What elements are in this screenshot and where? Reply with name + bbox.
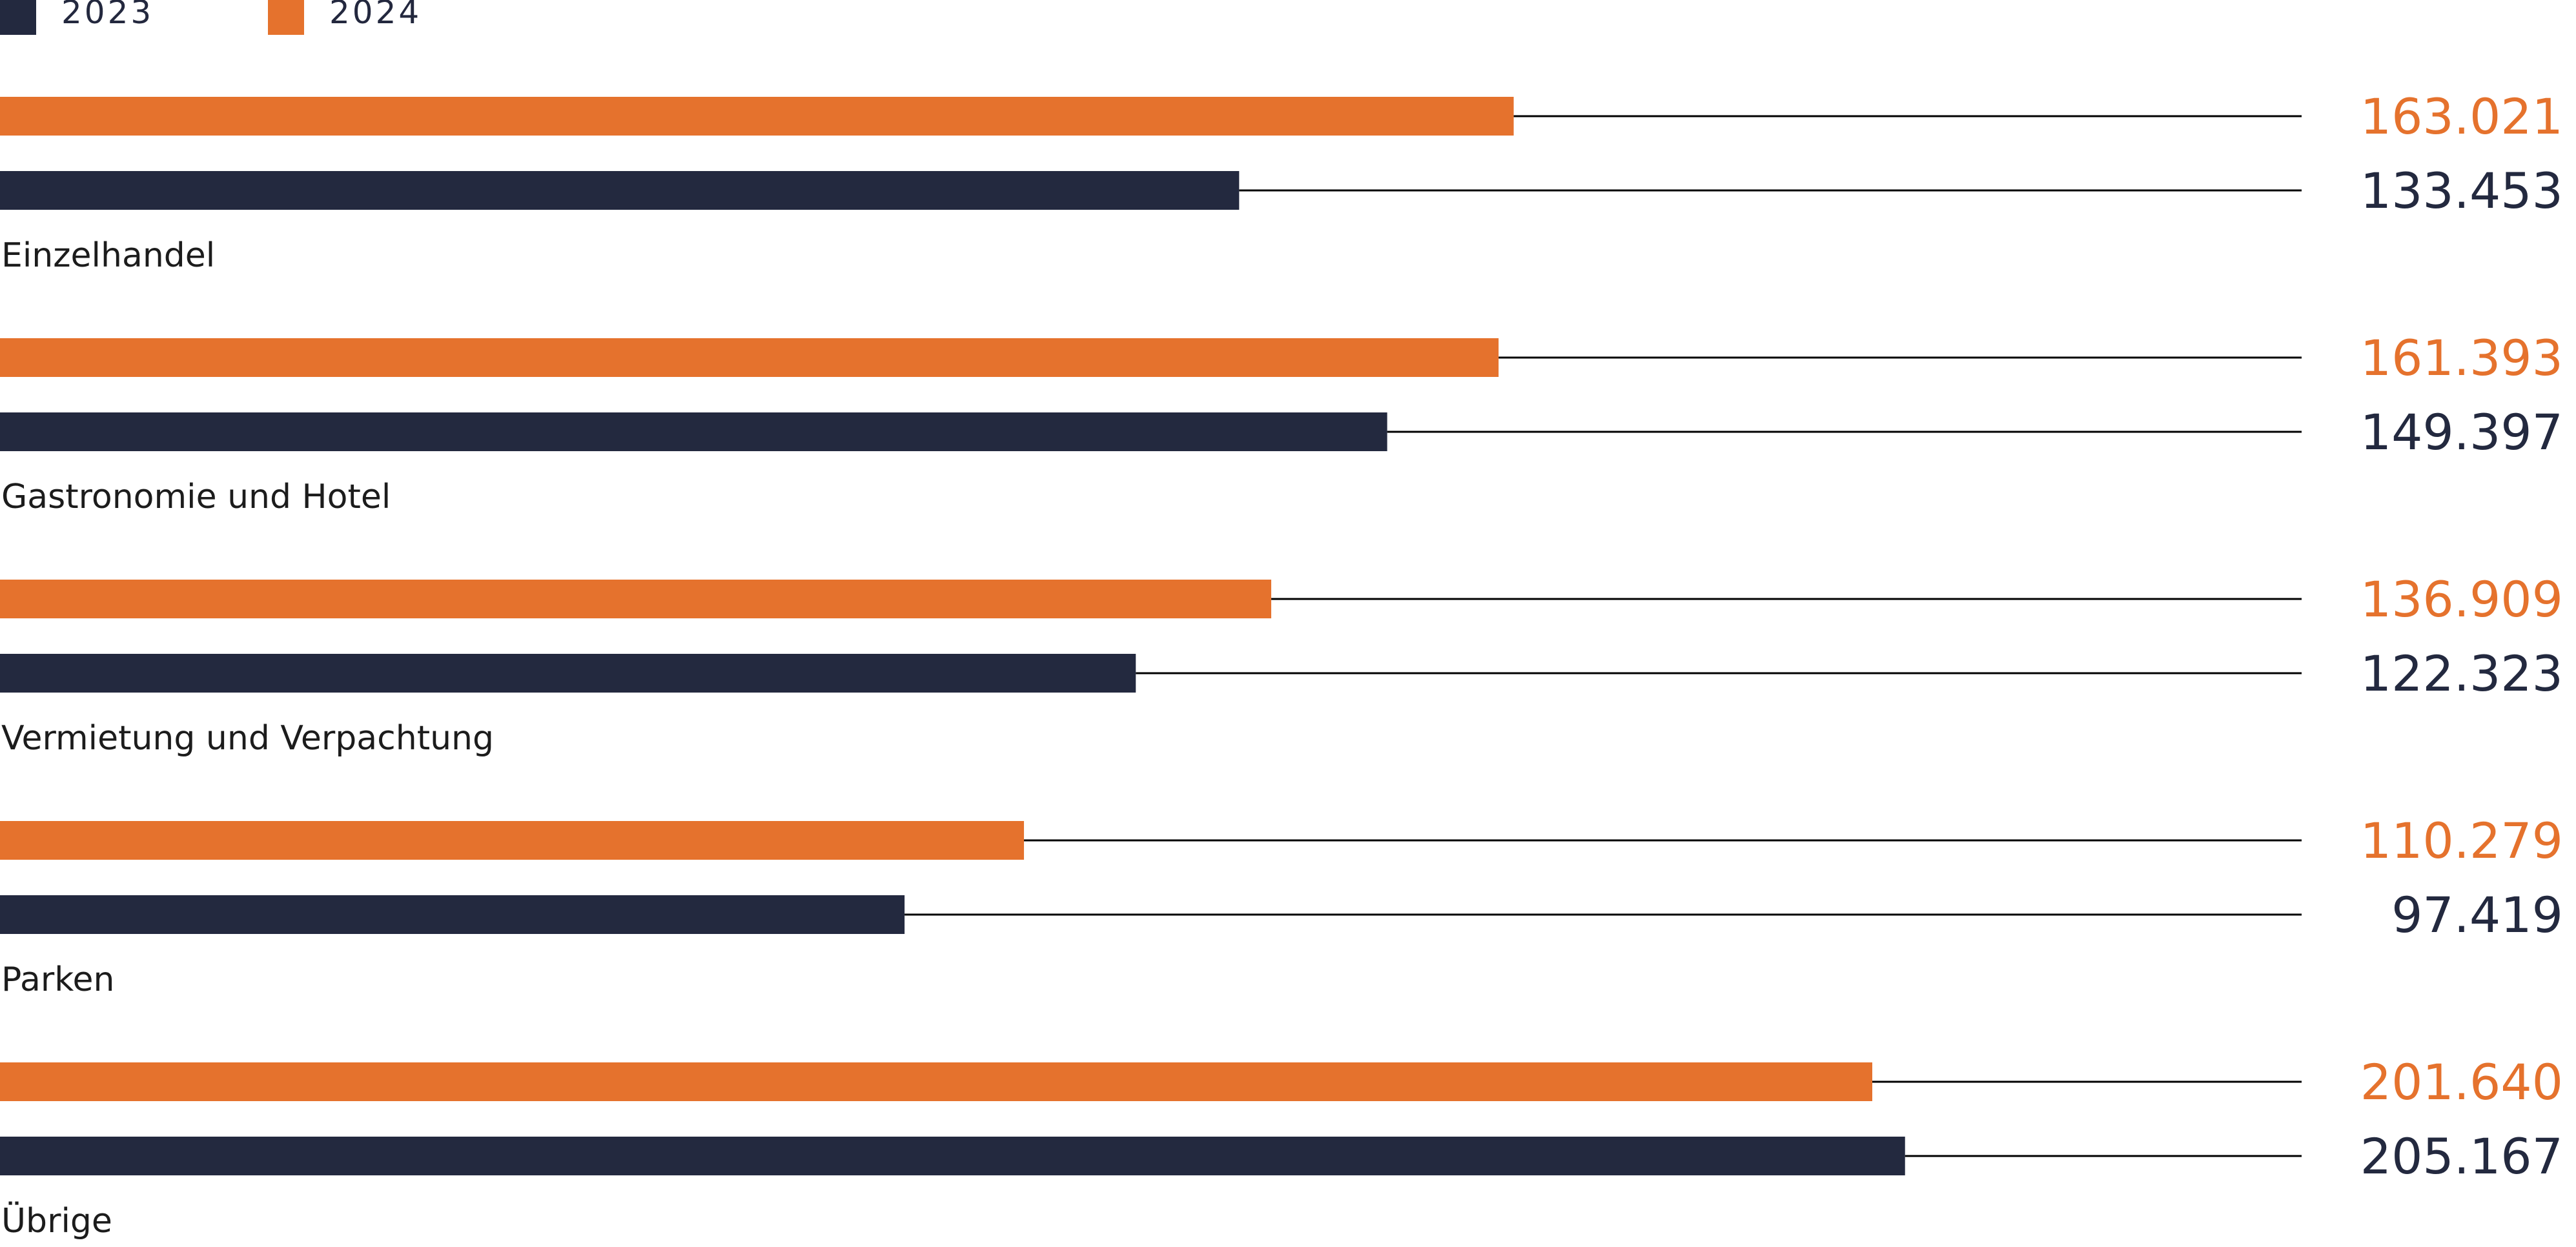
bar-2024 — [0, 1062, 1872, 1101]
category-label: Parken — [1, 960, 114, 999]
category-label: Vermietung und Verpachtung — [1, 719, 494, 758]
bar-2024 — [0, 580, 1272, 618]
value-label-2023: 122.323 — [2360, 645, 2563, 702]
legend-swatch-2023 — [0, 0, 36, 35]
category-label: Gastronomie und Hotel — [1, 478, 391, 516]
legend-label-2023: 2023 — [61, 0, 154, 31]
value-label-2024: 163.021 — [2360, 88, 2563, 145]
bar-2024 — [0, 821, 1025, 860]
bar-2024 — [0, 338, 1499, 377]
category-label: Übrige — [1, 1201, 112, 1241]
value-label-2023: 133.453 — [2360, 162, 2563, 219]
legend-swatch-2024 — [268, 0, 304, 35]
bar-2023 — [0, 654, 1136, 693]
legend-label-2024: 2024 — [329, 0, 422, 31]
value-label-2024: 110.279 — [2360, 812, 2563, 869]
legend: 2023 2024 — [0, 0, 422, 35]
category-group: 161.393 149.397 Gastronomie und Hotel — [0, 329, 2563, 516]
category-group: 110.279 97.419 Parken — [0, 812, 2563, 999]
value-label-2024: 136.909 — [2360, 571, 2563, 628]
bar-2024 — [0, 97, 1514, 136]
value-label-2023: 149.397 — [2360, 403, 2563, 461]
bar-2023 — [0, 412, 1387, 451]
category-group: 201.640 205.167 Übrige — [0, 1053, 2563, 1241]
category-group: 163.021 133.453 Einzelhandel — [0, 88, 2563, 275]
chart-rows: 163.021 133.453 Einzelhandel 161.393 149.397… — [0, 88, 2563, 1241]
category-label: Einzelhandel — [1, 236, 215, 275]
value-label-2024: 161.393 — [2360, 329, 2563, 387]
value-label-2023: 97.419 — [2391, 886, 2563, 944]
category-group: 136.909 122.323 Vermietung und Verpachtung — [0, 571, 2563, 758]
bar-2023 — [0, 171, 1240, 210]
bar-2023 — [0, 1137, 1905, 1175]
bar-2023 — [0, 895, 905, 934]
value-label-2024: 201.640 — [2360, 1053, 2563, 1111]
value-label-2023: 205.167 — [2360, 1128, 2563, 1185]
